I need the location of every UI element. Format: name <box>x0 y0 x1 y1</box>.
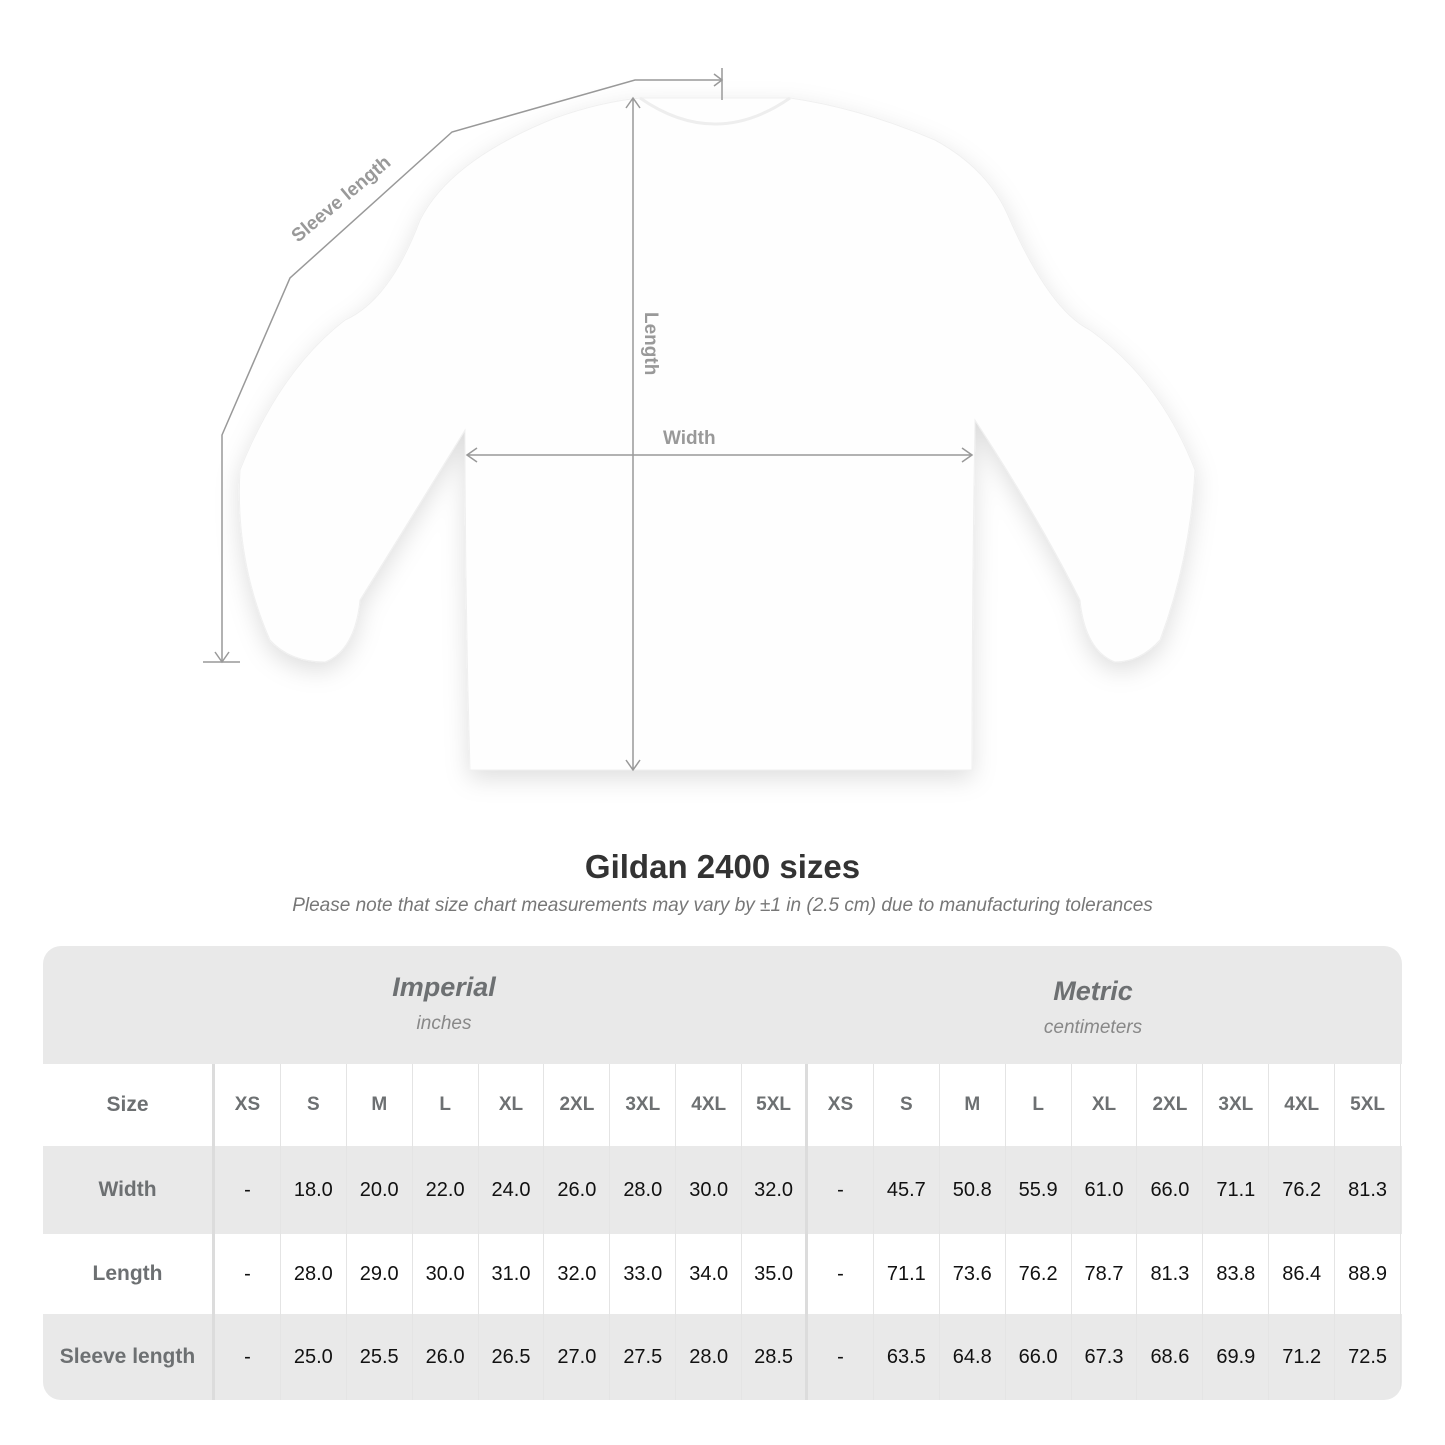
table-cell: 29.0 <box>347 1234 413 1314</box>
table-cell: 64.8 <box>940 1314 1006 1400</box>
imperial-title: Imperial <box>392 972 496 1002</box>
table-cell: 81.3 <box>1335 1146 1402 1234</box>
table-cell: 24.0 <box>479 1146 545 1234</box>
row-label: Sleeve length <box>43 1314 215 1400</box>
table-cell: 45.7 <box>874 1146 940 1234</box>
table-cell: 86.4 <box>1269 1234 1336 1314</box>
table-cell: 68.6 <box>1137 1314 1204 1400</box>
table-cell: 71.2 <box>1269 1314 1336 1400</box>
table-cell: 26.0 <box>544 1146 611 1234</box>
table-cell: 66.0 <box>1006 1314 1072 1400</box>
shirt-shape <box>238 97 1196 771</box>
table-cell: 69.9 <box>1203 1314 1270 1400</box>
size-header-cell: 3XL <box>610 1064 677 1146</box>
table-cell: 33.0 <box>610 1234 677 1314</box>
table-cell: 26.5 <box>479 1314 545 1400</box>
table-cell: 72.5 <box>1335 1314 1402 1400</box>
table-cell: 76.2 <box>1269 1146 1336 1234</box>
size-label: Size <box>43 1064 215 1146</box>
size-header-cell: L <box>1006 1064 1072 1146</box>
table-cell: 76.2 <box>1006 1234 1072 1314</box>
table-row: Sleeve length -25.0 25.5 26.0 26.5 27.0 27.5 28… <box>43 1314 1402 1400</box>
shirt-diagram: Sleeve length Length Width <box>203 68 1196 772</box>
table-cell: 30.0 <box>676 1146 743 1234</box>
table-cell: - <box>808 1234 874 1314</box>
size-table: Imperial inches Metric centimeters Size … <box>43 946 1402 1400</box>
table-cell: 25.5 <box>347 1314 413 1400</box>
table-cell: - <box>215 1234 281 1314</box>
table-cell: 28.0 <box>281 1234 347 1314</box>
table-cell: 67.3 <box>1072 1314 1138 1400</box>
page-title: Gildan 2400 sizes <box>584 848 861 885</box>
table-cell: 81.3 <box>1137 1234 1204 1314</box>
row-label: Width <box>43 1146 215 1234</box>
table-cell: 20.0 <box>347 1146 413 1234</box>
width-measure-line <box>465 447 974 463</box>
width-label: Width <box>663 428 716 449</box>
table-row: Length -28.0 29.0 30.0 31.0 32.0 33.0 34.0 35.0-… <box>43 1234 1402 1314</box>
table-cell: 28.0 <box>610 1146 677 1234</box>
collar <box>639 96 791 126</box>
size-header-cell: L <box>413 1064 479 1146</box>
size-header-cell: XS <box>215 1064 281 1146</box>
table-cell: 55.9 <box>1006 1146 1072 1234</box>
size-header-cell: S <box>281 1064 347 1146</box>
size-header-cell: 4XL <box>676 1064 743 1146</box>
size-header-cell: 2XL <box>1137 1064 1204 1146</box>
table-header: Imperial inches Metric centimeters <box>43 946 1402 1064</box>
size-header-cell: XL <box>479 1064 545 1146</box>
size-header-cell: 3XL <box>1203 1064 1270 1146</box>
table-cell: 50.8 <box>940 1146 1006 1234</box>
tolerance-note: Please note that size chart measurements… <box>292 895 1153 916</box>
size-header-row: Size XS S M L XL 2XL 3XL 4XL 5XL XS S M L XL 2XL 3XL 4XL… <box>43 1064 1402 1146</box>
table-cell: 66.0 <box>1137 1146 1204 1234</box>
table-cell: 83.8 <box>1203 1234 1270 1314</box>
table-cell: 22.0 <box>413 1146 479 1234</box>
table-cell: - <box>215 1146 281 1234</box>
table-cell: 61.0 <box>1072 1146 1138 1234</box>
size-header-cell: 5XL <box>742 1064 809 1146</box>
table-cell: 71.1 <box>874 1234 940 1314</box>
length-label: Length <box>640 312 661 375</box>
table-cell: 26.0 <box>413 1314 479 1400</box>
metric-unit: centimeters <box>1043 1017 1143 1038</box>
size-header-cell: S <box>874 1064 940 1146</box>
table-cell: - <box>215 1314 281 1400</box>
size-header-cell: 5XL <box>1335 1064 1402 1146</box>
table-cell: 71.1 <box>1203 1146 1270 1234</box>
table-cell: 63.5 <box>874 1314 940 1400</box>
table-cell: 30.0 <box>413 1234 479 1314</box>
table-cell: - <box>808 1146 874 1234</box>
table-cell: 32.0 <box>544 1234 611 1314</box>
sleeve-arrow-icon <box>214 73 724 664</box>
size-header-cell: 4XL <box>1269 1064 1336 1146</box>
table-row: Width -18.0 20.0 22.0 24.0 26.0 28.0 30.0 32.0-4… <box>43 1146 1402 1234</box>
table-cell: 27.5 <box>610 1314 677 1400</box>
table-cell: - <box>808 1314 874 1400</box>
row-label: Length <box>43 1234 215 1314</box>
metric-title: Metric <box>1053 976 1133 1006</box>
table-cell: 32.0 <box>742 1146 809 1234</box>
size-header-cell: 2XL <box>544 1064 611 1146</box>
metric-header: Metric centimeters <box>893 976 1293 1039</box>
table-cell: 28.5 <box>742 1314 809 1400</box>
table-cell: 31.0 <box>479 1234 545 1314</box>
table-cell: 35.0 <box>742 1234 809 1314</box>
size-header-cell: M <box>347 1064 413 1146</box>
size-header-cell: M <box>940 1064 1006 1146</box>
table-cell: 28.0 <box>676 1314 743 1400</box>
table-cell: 34.0 <box>676 1234 743 1314</box>
table-cell: 25.0 <box>281 1314 347 1400</box>
size-header-cell: XL <box>1072 1064 1138 1146</box>
table-cell: 78.7 <box>1072 1234 1138 1314</box>
table-cell: 18.0 <box>281 1146 347 1234</box>
table-cell: 73.6 <box>940 1234 1006 1314</box>
size-header-cell: XS <box>808 1064 874 1146</box>
imperial-unit: inches <box>416 1013 472 1034</box>
imperial-header: Imperial inches <box>244 972 644 1035</box>
table-cell: 88.9 <box>1335 1234 1402 1314</box>
length-measure-line <box>625 96 641 772</box>
table-cell: 27.0 <box>544 1314 611 1400</box>
